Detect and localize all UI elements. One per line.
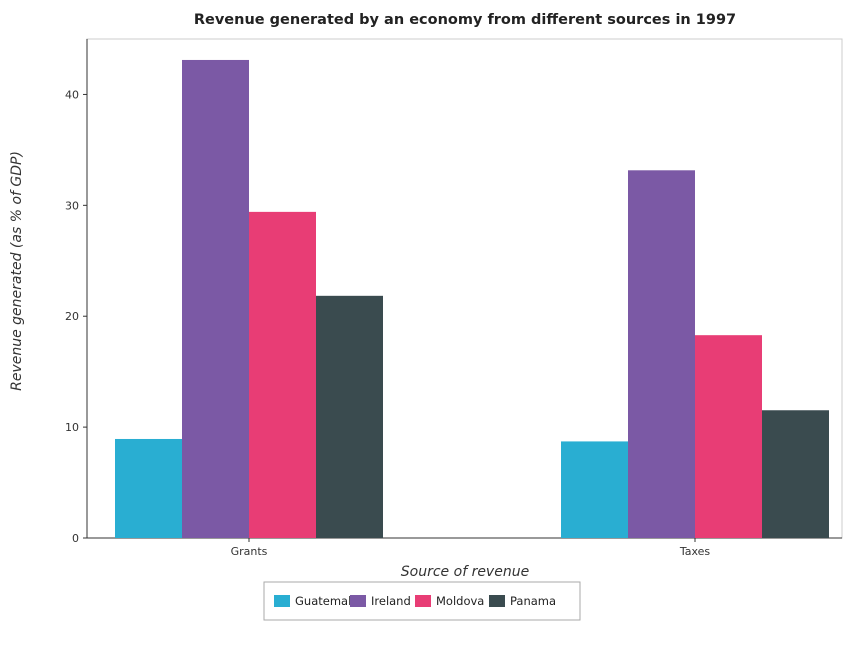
plot-area: 0 10 20 30 40 Grants Taxes (65, 38, 843, 558)
bar-ireland-taxes (628, 170, 695, 538)
y-axis-label: Revenue generated (as % of GDP) (9, 151, 25, 391)
bar-ireland-grants (182, 59, 249, 538)
legend-swatch-moldova (415, 595, 431, 607)
legend-label-moldova: Moldova (436, 594, 484, 608)
legend-swatch-guatemala (274, 595, 290, 607)
bar-guatemala-grants (115, 438, 182, 538)
x-tick-label: Grants (231, 545, 268, 558)
legend: Guatemala Ireland Moldova Panama (263, 581, 581, 621)
legend-label-guatemala: Guatemala (295, 594, 358, 608)
y-tick-label: 20 (65, 310, 79, 323)
y-tick-label: 30 (65, 199, 79, 212)
chart-title: Revenue generated by an economy from dif… (194, 12, 736, 28)
legend-swatch-panama (489, 595, 505, 607)
bar-panama-grants (316, 295, 383, 538)
legend-swatch-ireland (350, 595, 366, 607)
x-tick-label: Taxes (679, 545, 711, 558)
y-tick-label: 40 (65, 88, 79, 101)
bar-guatemala-taxes (561, 441, 628, 538)
bar-moldova-grants (249, 211, 316, 538)
bar-moldova-taxes (695, 335, 762, 538)
x-axis-label: Source of revenue (401, 564, 529, 580)
y-tick-label: 10 (65, 421, 79, 434)
legend-label-panama: Panama (510, 594, 556, 608)
bar-panama-taxes (762, 410, 829, 538)
legend-label-ireland: Ireland (371, 594, 411, 608)
y-tick-label: 0 (72, 532, 79, 545)
